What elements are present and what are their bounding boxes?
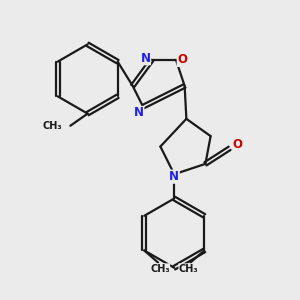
- Text: CH₃: CH₃: [150, 264, 170, 274]
- Text: N: N: [140, 52, 151, 65]
- Text: N: N: [134, 106, 144, 119]
- Text: O: O: [232, 138, 242, 151]
- Text: CH₃: CH₃: [179, 264, 199, 274]
- Text: N: N: [169, 170, 179, 183]
- Text: O: O: [177, 53, 187, 66]
- Text: CH₃: CH₃: [42, 121, 62, 131]
